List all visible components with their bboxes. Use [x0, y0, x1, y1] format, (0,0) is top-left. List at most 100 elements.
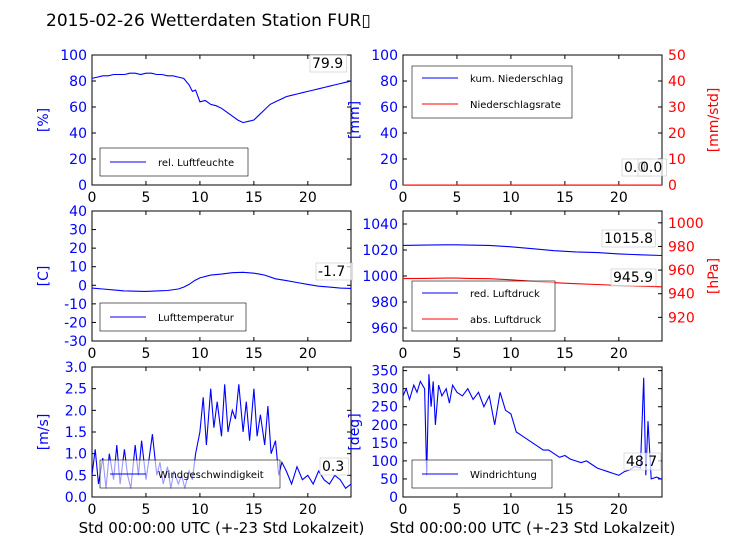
annotation-box [319, 457, 349, 476]
y-right-axis-label: [mm/std] [706, 88, 722, 153]
legend-label: red. Luftdruck [470, 289, 540, 300]
x-tick-label: 0 [399, 346, 408, 362]
y-tick-label: 0 [78, 178, 87, 194]
x-tick-label: 15 [245, 502, 263, 518]
y-tick-label: 50 [380, 472, 398, 488]
y-axis-label: [C] [36, 266, 52, 287]
y-right-tick-label: 960 [668, 263, 695, 279]
y-axis-label: [mm] [347, 101, 363, 139]
y-tick-label: 80 [380, 74, 398, 90]
y-axis-label: [deg] [347, 413, 363, 450]
value-annotation: 48.7 [626, 454, 657, 470]
annotation-box [315, 262, 354, 281]
x-tick-label: 10 [502, 190, 520, 206]
y-tick-label: -20 [64, 315, 87, 331]
x-tick-label: 15 [556, 190, 574, 206]
x-tick-label: 10 [191, 502, 209, 518]
x-tick-label: 5 [452, 346, 461, 362]
x-tick-label: 5 [452, 190, 461, 206]
x-tick-label: 15 [245, 346, 263, 362]
y-tick-label: 10 [69, 260, 87, 276]
value-annotation: -1.7 [318, 264, 345, 280]
x-tick-label: 15 [556, 346, 574, 362]
y-right-tick-label: 980 [668, 239, 695, 255]
y-tick-label: 1000 [362, 269, 398, 285]
legend-label: abs. Luftdruck [470, 315, 541, 326]
legend-box [411, 65, 573, 119]
y-right-tick-label: 1000 [668, 216, 704, 232]
y-right-tick-label: 0 [668, 178, 677, 194]
x-tick-label: 5 [141, 190, 150, 206]
figure-title: 2015-02-26 Wetterdaten Station FUR▯ [46, 11, 371, 31]
legend-label: Windgeschwindigkeit [158, 470, 264, 481]
y-tick-label: 60 [69, 100, 87, 116]
y-tick-label: -10 [64, 297, 87, 313]
axes-frame [91, 54, 352, 186]
chart-bottom-left: 0 5 10 15 20 0.0 0.5 1.0 1.5 2.0 2.5 3.0 [m/s] Std 00… [36, 360, 364, 537]
value-annotation: 1015.8 [604, 231, 653, 247]
x-tick-label: 10 [191, 346, 209, 362]
value-annotation: 0.0 [640, 160, 662, 176]
x-axis-label: Std 00:00:00 UTC (+-23 Std Lokalzeit) [79, 519, 365, 537]
y-tick-label: 100 [60, 48, 87, 64]
legend-label: kum. Niederschlag [470, 74, 563, 85]
annotation-box [623, 452, 662, 471]
legend-label: Niederschlagsrate [470, 100, 561, 111]
y-tick-label: 30 [69, 223, 87, 239]
y-tick-label: 200 [371, 418, 398, 434]
series-line-0 [403, 244, 662, 257]
y-tick-label: 100 [371, 48, 398, 64]
x-tick-label: 5 [141, 502, 150, 518]
y-tick-label: 40 [69, 126, 87, 142]
x-tick-label: 0 [399, 190, 408, 206]
y-tick-label: 980 [371, 295, 398, 311]
chart-top-right: 0 5 10 15 20 0 20 40 60 80 100 0 10 20 30 40 50 [mm] [mm/s… [347, 48, 722, 206]
legend-label: rel. Luftfeuchte [158, 158, 234, 169]
legend-label: Windrichtung [470, 470, 537, 481]
y-right-tick-label: 940 [668, 287, 695, 303]
y-tick-label: 250 [371, 400, 398, 416]
x-tick-label: 0 [399, 502, 408, 518]
legend-box [411, 280, 556, 332]
y-tick-label: 1.0 [65, 447, 87, 463]
y-tick-label: 2.0 [65, 403, 87, 419]
y-tick-label: 20 [69, 241, 87, 257]
y-right-tick-label: 30 [668, 100, 686, 116]
axes-frame [402, 366, 663, 498]
y-tick-label: 1.5 [65, 425, 87, 441]
x-tick-label: 5 [452, 502, 461, 518]
x-tick-label: 10 [502, 346, 520, 362]
y-tick-label: 960 [371, 321, 398, 337]
x-tick-label: 0 [88, 502, 97, 518]
y-tick-label: 0 [78, 278, 87, 294]
annotation-box [309, 54, 348, 73]
y-tick-label: 0.5 [65, 468, 87, 484]
x-tick-label: 20 [610, 502, 628, 518]
y-axis-label: [m/s] [36, 414, 52, 451]
x-tick-label: 15 [556, 502, 574, 518]
x-tick-label: 20 [610, 190, 628, 206]
y-tick-label: 1020 [362, 243, 398, 259]
x-tick-label: 15 [245, 190, 263, 206]
y-tick-label: 300 [371, 382, 398, 398]
y-right-tick-label: 40 [668, 74, 686, 90]
chart-mid-left: 0 5 10 15 20 -30 -20 -10 0 10 20 30 40 [C] Lufttempera… [36, 204, 354, 362]
y-right-tick-label: 10 [668, 152, 686, 168]
x-tick-label: 20 [299, 346, 317, 362]
y-tick-label: 1040 [362, 217, 398, 233]
x-tick-label: 10 [502, 502, 520, 518]
y-right-tick-label: 50 [668, 48, 686, 64]
y-tick-label: 60 [380, 100, 398, 116]
series-line-0 [403, 374, 662, 480]
annotation-box [637, 158, 667, 177]
y-tick-label: 350 [371, 364, 398, 380]
y-right-tick-label: 20 [668, 126, 686, 142]
value-annotation: 945.9 [613, 270, 653, 286]
y-tick-label: 2.5 [65, 382, 87, 398]
x-tick-label: 0 [88, 190, 97, 206]
y-tick-label: 80 [69, 74, 87, 90]
series-line-0 [92, 271, 351, 292]
